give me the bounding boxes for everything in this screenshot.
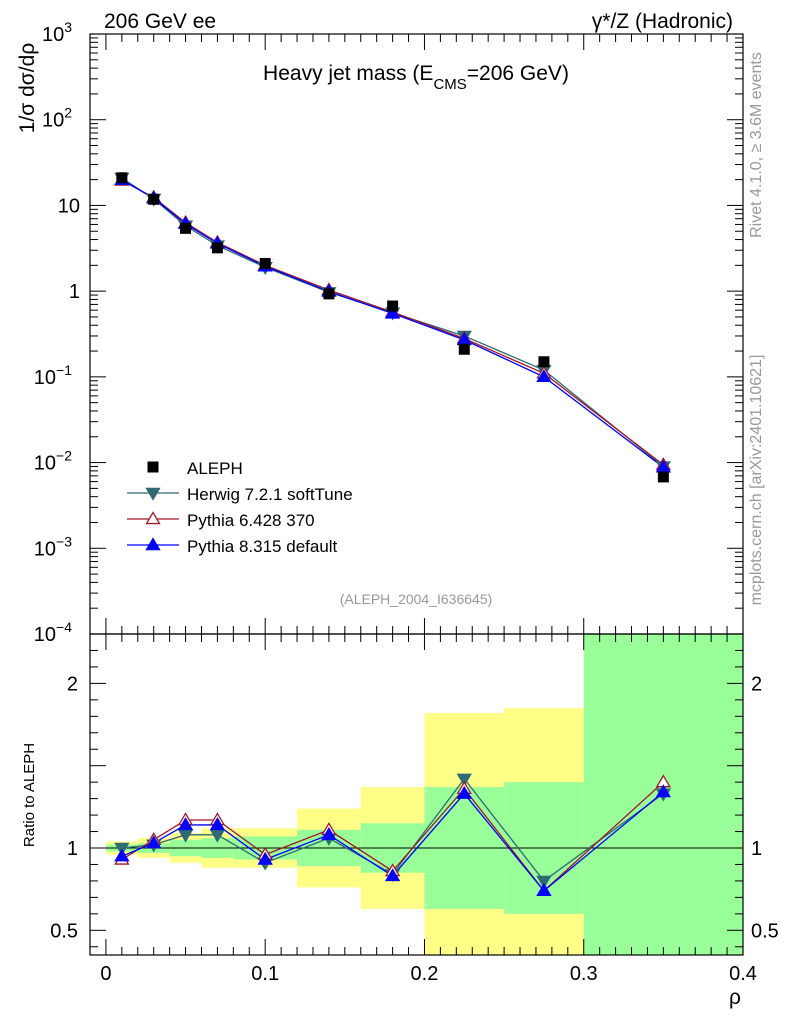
ratio-point-2: [321, 827, 337, 841]
legend-label-1: Pythia 6.428 370: [187, 511, 315, 530]
y-axis-label-ratio: Ratio to ALEPH: [21, 743, 38, 847]
ratio-plot-frame: [89, 633, 744, 956]
legend-marker-1: [145, 511, 161, 525]
ratio-point-2: [209, 817, 226, 831]
analysis-id: (ALEPH_2004_I636645): [340, 591, 493, 607]
data-point: [323, 288, 335, 300]
ratio-point-0: [456, 773, 472, 787]
ratio-point-2: [177, 817, 194, 831]
ratio-tick-label-right: 2: [751, 673, 762, 695]
main-series-layer: [114, 172, 672, 483]
x-tick-label: 0.1: [251, 963, 279, 985]
data-point: [458, 343, 470, 355]
ratio-point-2: [655, 784, 672, 798]
ratio-tick-label-left: 1: [67, 838, 78, 860]
x-axis-label: ρ: [729, 986, 741, 1009]
data-point: [148, 193, 160, 205]
header-right: γ*/Z (Hadronic): [592, 10, 733, 33]
chart-title-main: Heavy jet mass (E: [263, 62, 433, 85]
mcplots-label: mcplots.cern.ch [arXiv:2401.10621]: [748, 355, 765, 606]
ratio-point-2: [536, 883, 552, 896]
y-tick-label: 10: [58, 195, 80, 217]
chart-title: Heavy jet mass (ECMS=206 GeV): [263, 62, 569, 93]
ratio-line-2: [121, 791, 664, 892]
ratio-tick-label-right: 1: [751, 838, 762, 860]
ratio-point-2: [114, 848, 130, 862]
ratio-point-2: [146, 835, 162, 849]
y-tick-label: 10−3: [34, 533, 72, 560]
ratio-point-2: [456, 785, 472, 799]
ratio-tick-label-left: 2: [67, 673, 78, 695]
legend: ALEPH Herwig 7.2.1 softTune Pythia 6.428 3…: [127, 459, 353, 556]
chart-title-sub: CMS: [433, 76, 466, 93]
axes-layer: 0 0.1 0.2 0.3 0.410310210110−110−210−310−40.…: [34, 19, 779, 985]
data-point: [180, 222, 192, 234]
ratio-point-0: [177, 829, 194, 843]
y-axis-label-main: 1/σ dσ/dρ: [16, 43, 39, 133]
ratio-point-2: [257, 851, 273, 865]
legend-marker-aleph: [147, 461, 159, 473]
data-point: [657, 471, 669, 483]
rivet-label: Rivet 4.1.0, ≥ 3.6M events: [748, 52, 765, 238]
legend-marker-0: [145, 487, 161, 501]
x-tick-label: 0.2: [411, 963, 439, 985]
y-tick-label: 10−4: [34, 619, 72, 646]
series-line-1: [121, 179, 664, 466]
data-point: [259, 258, 271, 270]
x-tick-label: 0.3: [570, 963, 598, 985]
ratio-point-0: [209, 829, 226, 843]
ratio-uncertainty-bands: [105, 634, 743, 955]
y-tick-label: 103: [42, 19, 72, 46]
y-tick-label: 10−2: [34, 448, 72, 475]
x-tick-label: 0.4: [729, 963, 757, 985]
series-point-2: [384, 305, 401, 319]
series-line-2: [121, 179, 664, 468]
y-tick-label: 10−1: [34, 362, 72, 389]
data-point: [387, 300, 399, 312]
ratio-line-1: [121, 781, 664, 892]
y-tick-label: 1: [69, 281, 80, 303]
data-point: [538, 356, 550, 368]
series-point-2: [536, 369, 552, 383]
ratio-series-layer: [90, 773, 743, 896]
ratio-tick-label-right: 0.5: [751, 920, 779, 942]
legend-label-2: Pythia 8.315 default: [187, 537, 338, 556]
y-tick-label: 102: [42, 105, 72, 132]
legend-marker-2: [145, 537, 161, 551]
data-point: [116, 172, 128, 184]
ratio-tick-label-left: 0.5: [50, 920, 78, 942]
ratio-point-0: [536, 875, 552, 889]
x-tick-label: 0: [100, 963, 111, 985]
chart-title-end: =206 GeV): [467, 62, 569, 85]
ratio-point-2: [384, 868, 401, 882]
header-left: 206 GeV ee: [104, 10, 216, 33]
legend-label-aleph: ALEPH: [187, 459, 243, 478]
data-point: [211, 242, 223, 254]
ratio-line-0: [121, 777, 664, 882]
legend-label-0: Herwig 7.2.1 softTune: [187, 485, 353, 504]
series-line-0: [121, 177, 664, 467]
